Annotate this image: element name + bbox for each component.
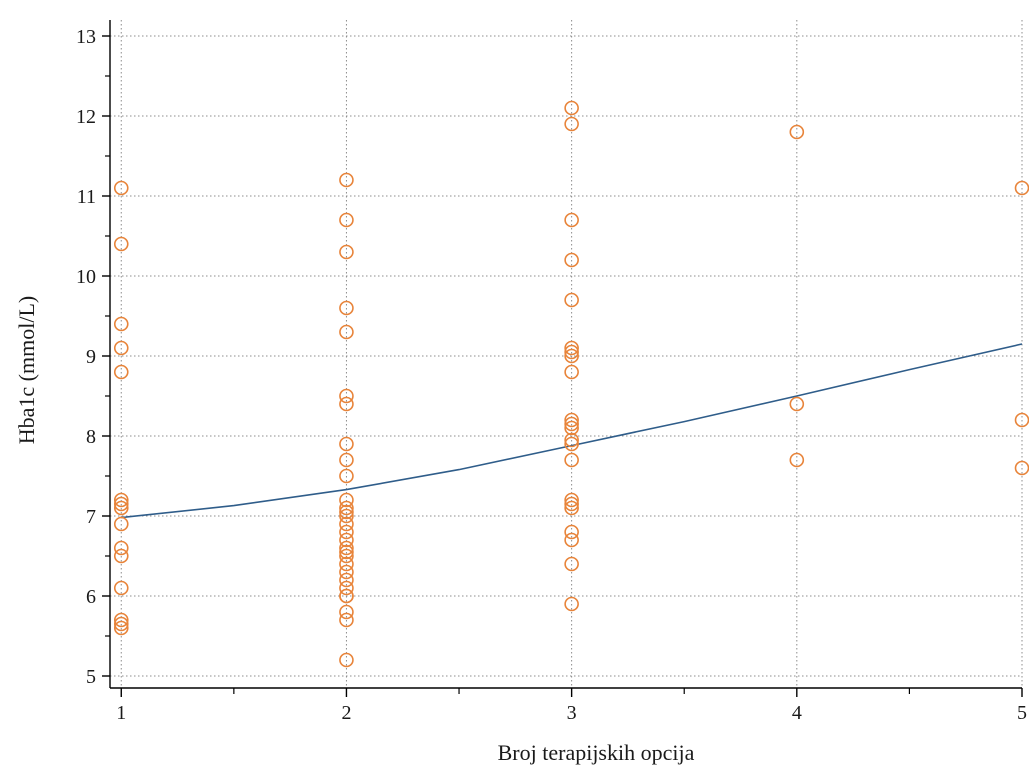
data-point — [564, 420, 579, 436]
x-tick-label: 5 — [1017, 702, 1027, 724]
labels-layer: Broj terapijskih opcija Hba1c (mmol/L) 5… — [14, 26, 1027, 765]
data-point — [339, 212, 354, 228]
y-tick-label: 6 — [86, 586, 96, 608]
data-point — [339, 172, 354, 188]
data-point — [564, 496, 579, 512]
fit-curve-line — [121, 343, 1023, 519]
data-point — [339, 388, 354, 404]
data-point — [339, 508, 354, 524]
y-tick-label: 5 — [86, 666, 96, 688]
data-point — [339, 612, 354, 628]
data-point — [113, 540, 129, 556]
data-point — [564, 556, 579, 572]
data-point — [113, 612, 129, 628]
data-point — [564, 116, 579, 132]
data-point — [564, 596, 579, 612]
data-point — [339, 396, 354, 412]
data-point — [564, 212, 579, 228]
data-point — [339, 556, 354, 572]
x-tick-label: 4 — [792, 702, 802, 724]
data-point — [339, 588, 354, 604]
data-point — [789, 452, 805, 468]
data-point — [113, 340, 129, 356]
data-point — [339, 436, 354, 452]
data-point — [564, 416, 579, 432]
data-point — [113, 620, 129, 636]
data-point — [113, 316, 129, 332]
data-point — [564, 348, 579, 364]
data-point — [339, 580, 354, 596]
data-point — [113, 616, 129, 632]
data-point — [564, 100, 579, 116]
data-point — [339, 524, 354, 540]
data-point — [339, 532, 354, 548]
data-point — [339, 516, 354, 532]
data-point — [339, 572, 354, 588]
data-point — [339, 324, 354, 340]
data-point — [564, 492, 579, 508]
data-point — [564, 340, 579, 356]
data-point — [339, 492, 354, 508]
y-tick-label: 12 — [76, 106, 96, 128]
data-point — [113, 496, 129, 512]
data-point — [564, 344, 579, 360]
y-tick-label: 13 — [76, 26, 96, 48]
points-layer — [113, 100, 1029, 668]
y-tick-label: 7 — [86, 506, 96, 528]
data-point — [339, 652, 354, 668]
data-point — [339, 564, 354, 580]
data-point — [339, 548, 354, 564]
data-point — [564, 452, 579, 468]
y-axis-title: Hba1c (mmol/L) — [14, 296, 39, 444]
data-point — [339, 300, 354, 316]
data-point — [564, 524, 579, 540]
y-tick-label: 11 — [77, 186, 96, 208]
data-point — [113, 236, 129, 252]
curve-layer — [121, 343, 1023, 519]
data-point — [564, 292, 579, 308]
axes-layer — [102, 20, 1023, 697]
data-point — [789, 396, 805, 412]
data-point — [564, 252, 579, 268]
data-point — [113, 180, 129, 196]
data-point — [564, 364, 579, 380]
data-point — [789, 124, 805, 140]
x-tick-label: 2 — [341, 702, 351, 724]
data-point — [564, 500, 579, 516]
data-point — [339, 452, 354, 468]
x-tick-label: 1 — [116, 702, 126, 724]
data-point — [339, 604, 354, 620]
data-point — [339, 500, 354, 516]
data-point — [113, 580, 129, 596]
data-point — [339, 244, 354, 260]
data-point — [564, 412, 579, 428]
y-tick-label: 8 — [86, 426, 96, 448]
data-point — [339, 544, 354, 560]
x-axis-title: Broj terapijskih opcija — [498, 740, 695, 765]
data-point — [339, 504, 354, 520]
data-point — [339, 468, 354, 484]
data-point — [113, 500, 129, 516]
data-point — [113, 492, 129, 508]
x-tick-label: 3 — [567, 702, 577, 724]
y-tick-label: 9 — [86, 346, 96, 368]
data-point — [113, 516, 129, 532]
data-point — [113, 548, 129, 564]
data-point — [564, 432, 579, 448]
data-point — [113, 364, 129, 380]
data-point — [564, 532, 579, 548]
y-tick-label: 10 — [76, 266, 96, 288]
data-point — [564, 436, 579, 452]
data-point — [339, 540, 354, 556]
